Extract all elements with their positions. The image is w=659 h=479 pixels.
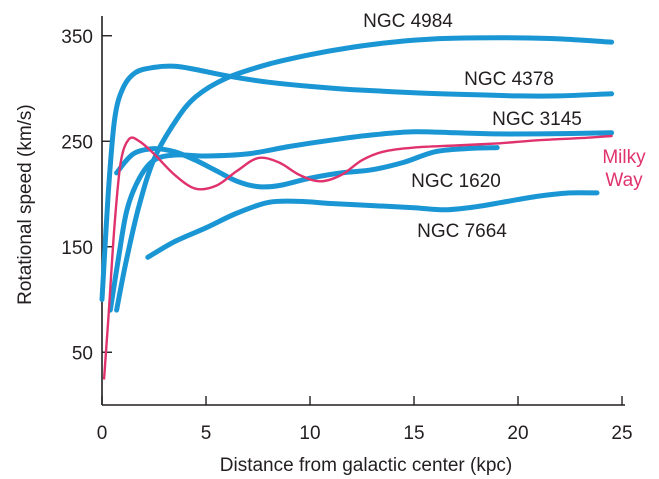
y-axis-title: Rotational speed (km/s): [15, 104, 36, 305]
x-tick-label: 20: [507, 423, 528, 444]
y-tick-label: 50: [72, 343, 93, 364]
series-label-line: NGC 4984: [363, 11, 453, 32]
series-label-line: NGC 3145: [492, 109, 582, 130]
series-label-ngc-4984: NGC 4984: [363, 11, 453, 32]
x-tick-label: 15: [403, 423, 424, 444]
y-tick-label: 250: [61, 132, 93, 153]
series-label-milky-way: Milky Way: [602, 147, 646, 191]
series-line-ngc-4378: [99, 63, 615, 302]
y-tick-label: 150: [61, 238, 93, 259]
series-line-ngc-4984: [114, 35, 615, 313]
series-label-line: NGC 7664: [417, 221, 507, 242]
series-label-ngc-1620: NGC 1620: [411, 171, 501, 192]
series-label-ngc-3145: NGC 3145: [492, 109, 582, 130]
series-label-line: Way: [605, 170, 643, 191]
x-tick-label: 5: [201, 423, 212, 444]
axes: [101, 16, 625, 406]
series-line-ngc-1620: [114, 145, 500, 190]
x-axis-title: Distance from galactic center (kpc): [220, 455, 513, 476]
y-tick-label: 350: [61, 27, 93, 48]
series-label-line: NGC 4378: [464, 69, 554, 90]
x-tick-label: 0: [97, 423, 108, 444]
series-line-milky-way: [102, 134, 613, 380]
series-labels: NGC 4984 NGC 4378 NGC 3145 NGC 1620 NGC 7664…: [363, 11, 646, 242]
series-layer: [99, 35, 615, 380]
ticks: 0 5 10 15 20 25 50 150 250 350: [61, 27, 632, 444]
series-line-ngc-3145: [107, 129, 615, 313]
series-label-ngc-7664: NGC 7664: [417, 221, 507, 242]
x-tick-label: 25: [611, 423, 632, 444]
series-line-ngc-7664: [145, 190, 600, 260]
x-tick-label: 10: [299, 423, 320, 444]
series-label-ngc-4378: NGC 4378: [464, 69, 554, 90]
series-label-line: Milky: [602, 147, 646, 168]
series-label-line: NGC 1620: [411, 171, 501, 192]
